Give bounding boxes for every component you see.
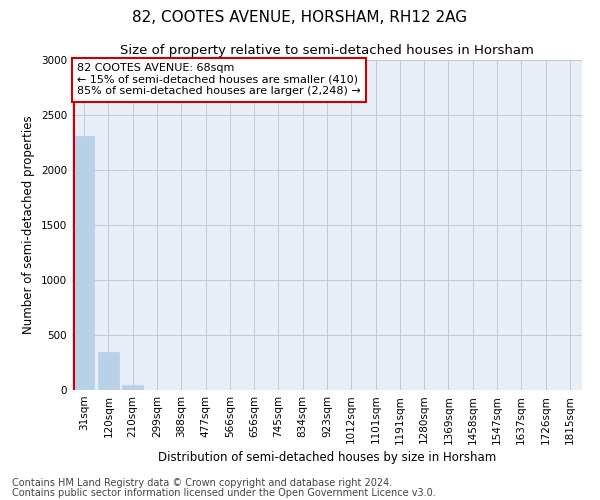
Bar	[98, 352, 119, 390]
Bar	[74, 136, 94, 390]
Y-axis label: Number of semi-detached properties: Number of semi-detached properties	[22, 116, 35, 334]
Text: 82 COOTES AVENUE: 68sqm
← 15% of semi-detached houses are smaller (410)
85% of s: 82 COOTES AVENUE: 68sqm ← 15% of semi-de…	[77, 64, 361, 96]
Bar	[122, 384, 143, 390]
Title: Size of property relative to semi-detached houses in Horsham: Size of property relative to semi-detach…	[120, 44, 534, 58]
X-axis label: Distribution of semi-detached houses by size in Horsham: Distribution of semi-detached houses by …	[158, 450, 496, 464]
Text: Contains public sector information licensed under the Open Government Licence v3: Contains public sector information licen…	[12, 488, 436, 498]
Text: Contains HM Land Registry data © Crown copyright and database right 2024.: Contains HM Land Registry data © Crown c…	[12, 478, 392, 488]
Text: 82, COOTES AVENUE, HORSHAM, RH12 2AG: 82, COOTES AVENUE, HORSHAM, RH12 2AG	[133, 10, 467, 25]
